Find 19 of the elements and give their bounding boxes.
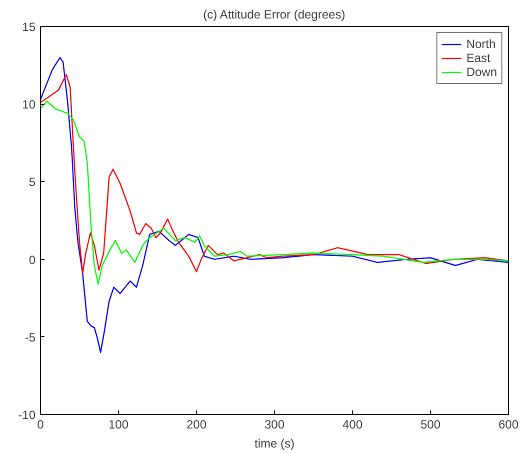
x-tick-label: 0 (37, 418, 44, 432)
y-tick-label: -10 (18, 408, 36, 422)
y-tick-label: 5 (28, 175, 36, 190)
x-tick-label: 600 (498, 418, 519, 432)
x-tick-label: 100 (108, 418, 129, 432)
legend-label: Down (466, 65, 497, 79)
x-tick-label: 300 (264, 418, 285, 432)
x-tick-label: 500 (420, 418, 441, 432)
y-tick-label: -5 (24, 330, 36, 344)
y-tick-label: 10 (22, 98, 36, 112)
legend-label: East (466, 51, 490, 65)
y-tick-label: 15 (22, 20, 36, 34)
x-tick-label: 200 (186, 418, 207, 432)
line-series (40, 100, 508, 285)
legend-label: North (466, 37, 496, 51)
x-axis-title: time (s) (254, 436, 294, 450)
x-tick-label: 400 (342, 418, 363, 432)
chart-title: (c) Attitude Error (degrees) (203, 8, 346, 22)
y-tick-label: 0 (28, 252, 36, 267)
